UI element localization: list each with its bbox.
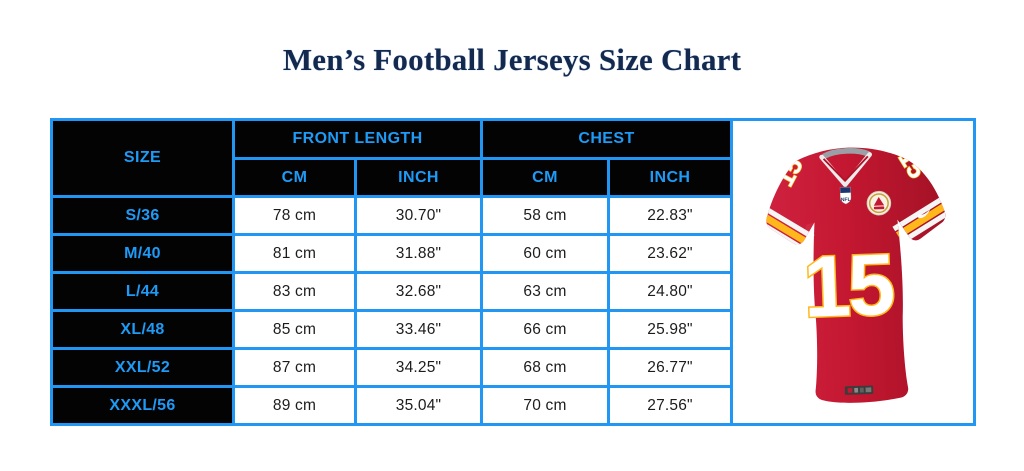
front-length-inch: 30.70" (354, 195, 483, 236)
chest-inch: 26.77" (606, 347, 734, 388)
header-row-units: CM INCH CM INCH (52, 157, 975, 198)
column-header-chest-cm: CM (480, 157, 610, 198)
nike-swoosh-icon (917, 208, 931, 219)
front-length-cm: 87 cm (232, 347, 357, 388)
chest-inch: 25.98" (606, 309, 734, 350)
size-label: S/36 (50, 195, 235, 236)
page-title: Men’s Football Jerseys Size Chart (282, 42, 742, 77)
jock-tag (844, 385, 874, 395)
table-row: L/44 83 cm 32.68" 63 cm 24.80" (50, 271, 975, 312)
jersey-image-container: 15 15 (733, 126, 973, 418)
football-jersey-illustration: 15 15 (763, 144, 952, 403)
chest-inch: 22.83" (606, 195, 734, 236)
size-label: XL/48 (50, 309, 235, 350)
collar-inner-trim (822, 155, 869, 182)
front-length-cm: 78 cm (232, 195, 357, 236)
column-header-front-length: FRONT LENGTH (232, 118, 483, 160)
table-row: M/40 81 cm 31.88" 60 cm 23.62" (50, 233, 975, 274)
collar-back-band (821, 148, 871, 159)
size-label: M/40 (50, 233, 235, 274)
column-header-size: SIZE (50, 118, 235, 198)
front-length-inch: 32.68" (354, 271, 483, 312)
jersey-body: 15 15 (763, 144, 952, 403)
column-header-chest-inch: INCH (606, 157, 734, 198)
chest-cm: 60 cm (480, 233, 610, 274)
front-length-cm: 83 cm (232, 271, 357, 312)
size-label: XXXL/56 (50, 385, 235, 426)
table-row: XL/48 85 cm 33.46" 66 cm 25.98" (50, 309, 975, 350)
front-length-cm: 81 cm (232, 233, 357, 274)
chest-cm: 70 cm (480, 385, 610, 426)
front-length-cm: 85 cm (232, 309, 357, 350)
front-length-inch: 33.46" (354, 309, 483, 350)
chest-cm: 66 cm (480, 309, 610, 350)
chest-cm: 68 cm (480, 347, 610, 388)
header-row-groups: SIZE FRONT LENGTH CHEST (50, 118, 977, 426)
chest-inch: 23.62" (606, 233, 734, 274)
front-length-inch: 31.88" (354, 233, 483, 274)
column-header-front-cm: CM (232, 157, 357, 198)
column-header-front-inch: INCH (354, 157, 483, 198)
right-sleeve-stripes (892, 196, 952, 244)
table-row: S/36 78 cm 30.70" 58 cm 22.83" (50, 195, 975, 236)
nfl-shield-logo: NFL (839, 186, 852, 205)
nfl-logo-text: NFL (841, 197, 851, 203)
chest-inch: 24.80" (606, 271, 734, 312)
front-length-inch: 35.04" (354, 385, 483, 426)
jersey-product-image: 15 15 (730, 118, 977, 426)
chest-cm: 58 cm (480, 195, 610, 236)
chest-inch: 27.56" (606, 385, 734, 426)
size-chart-table: SIZE FRONT LENGTH CHEST (50, 118, 977, 426)
chest-patch (866, 190, 892, 216)
table-row: XXXL/56 89 cm 35.04" 70 cm 27.56" (50, 385, 975, 426)
size-label: L/44 (50, 271, 235, 312)
front-length-inch: 34.25" (354, 347, 483, 388)
table-row: XXL/52 87 cm 34.25" 68 cm 26.77" (50, 347, 975, 388)
front-length-cm: 89 cm (232, 385, 357, 426)
column-header-chest: CHEST (479, 118, 734, 160)
size-label: XXL/52 (50, 347, 235, 388)
chest-number: 15 (802, 236, 895, 336)
chest-cm: 63 cm (480, 271, 610, 312)
